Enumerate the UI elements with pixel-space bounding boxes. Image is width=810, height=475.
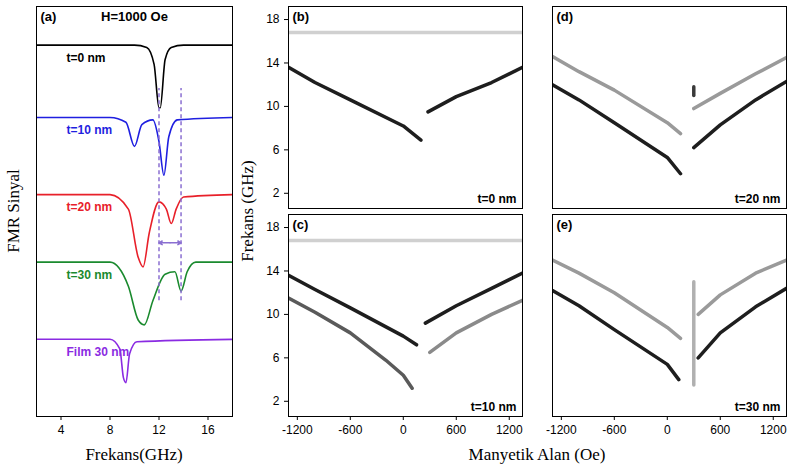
svg-text:t=20 nm: t=20 nm xyxy=(735,192,781,206)
svg-text:-600: -600 xyxy=(338,423,362,437)
svg-text:10: 10 xyxy=(266,99,280,113)
svg-text:8: 8 xyxy=(107,423,114,437)
svg-text:14: 14 xyxy=(266,264,280,278)
svg-text:(d): (d) xyxy=(557,9,574,24)
svg-text:16: 16 xyxy=(201,423,215,437)
svg-text:0: 0 xyxy=(664,423,671,437)
svg-text:t=10 nm: t=10 nm xyxy=(67,123,113,137)
svg-text:t=0 nm: t=0 nm xyxy=(67,51,106,65)
svg-text:0: 0 xyxy=(400,423,407,437)
svg-text:6: 6 xyxy=(273,351,280,365)
svg-text:2: 2 xyxy=(273,186,280,200)
svg-text:-600: -600 xyxy=(602,423,626,437)
svg-text:18: 18 xyxy=(266,220,280,234)
svg-text:4: 4 xyxy=(58,423,65,437)
svg-text:18: 18 xyxy=(266,12,280,26)
html-text:Frekans (GHz): Frekans (GHz) xyxy=(238,160,257,262)
svg-text:t=0 nm: t=0 nm xyxy=(477,192,516,206)
svg-text:600: 600 xyxy=(446,423,466,437)
svg-text:(a): (a) xyxy=(41,9,57,24)
svg-text:-1200: -1200 xyxy=(282,423,313,437)
svg-text:14: 14 xyxy=(266,56,280,70)
svg-text:t=30 nm: t=30 nm xyxy=(735,400,781,414)
html-text:FMR Sinyal: FMR Sinyal xyxy=(4,169,23,253)
svg-text:6: 6 xyxy=(273,143,280,157)
svg-text:10: 10 xyxy=(266,307,280,321)
svg-text:2: 2 xyxy=(273,394,280,408)
html-text:Frekans(GHz): Frekans(GHz) xyxy=(85,445,183,464)
svg-text:1200: 1200 xyxy=(760,423,787,437)
svg-text:1200: 1200 xyxy=(496,423,523,437)
svg-text:Film 30 nm: Film 30 nm xyxy=(67,345,130,359)
svg-text:(c): (c) xyxy=(293,217,309,232)
svg-text:t=10 nm: t=10 nm xyxy=(471,400,517,414)
svg-text:(b): (b) xyxy=(293,9,310,24)
svg-text:12: 12 xyxy=(152,423,166,437)
svg-text:(e): (e) xyxy=(557,217,573,232)
svg-text:t=30 nm: t=30 nm xyxy=(67,268,113,282)
svg-text:600: 600 xyxy=(710,423,730,437)
svg-text:t=20 nm: t=20 nm xyxy=(67,200,113,214)
svg-text:-1200: -1200 xyxy=(546,423,577,437)
html-text:Manyetik Alan (Oe): Manyetik Alan (Oe) xyxy=(468,445,606,464)
svg-text:H=1000 Oe: H=1000 Oe xyxy=(101,9,168,24)
